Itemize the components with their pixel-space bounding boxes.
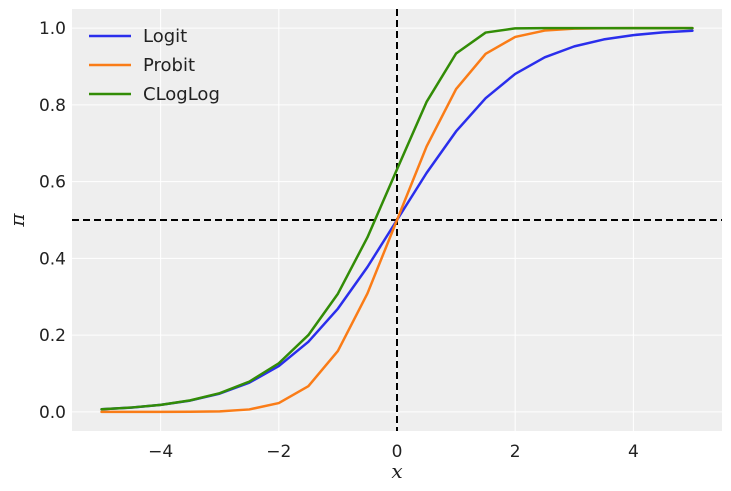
y-tick-label: 0.4 — [39, 249, 66, 269]
y-tick-label: 0.8 — [39, 96, 66, 116]
legend-label-logit: Logit — [143, 26, 187, 47]
y-ticks: 0.0 0.2 0.4 0.6 0.8 1.0 — [39, 19, 66, 423]
legend: Logit Probit CLogLog — [89, 26, 220, 105]
y-axis-label: π — [5, 213, 29, 228]
series-layer — [100, 26, 694, 414]
legend-label-probit: Probit — [143, 55, 195, 76]
x-tick-label: 4 — [628, 442, 639, 462]
x-tick-label: −4 — [148, 442, 173, 462]
x-axis-label: x — [391, 459, 402, 483]
x-ticks: −4 −2 0 2 4 — [148, 442, 639, 462]
x-tick-label: 0 — [392, 442, 403, 462]
y-tick-label: 0.0 — [39, 403, 66, 423]
y-tick-label: 0.2 — [39, 326, 66, 346]
legend-label-cloglog: CLogLog — [143, 84, 220, 105]
y-tick-label: 0.6 — [39, 173, 66, 193]
x-tick-label: −2 — [266, 442, 291, 462]
series-line-cloglog — [100, 26, 694, 411]
y-tick-label: 1.0 — [39, 19, 66, 39]
x-tick-label: 2 — [510, 442, 521, 462]
